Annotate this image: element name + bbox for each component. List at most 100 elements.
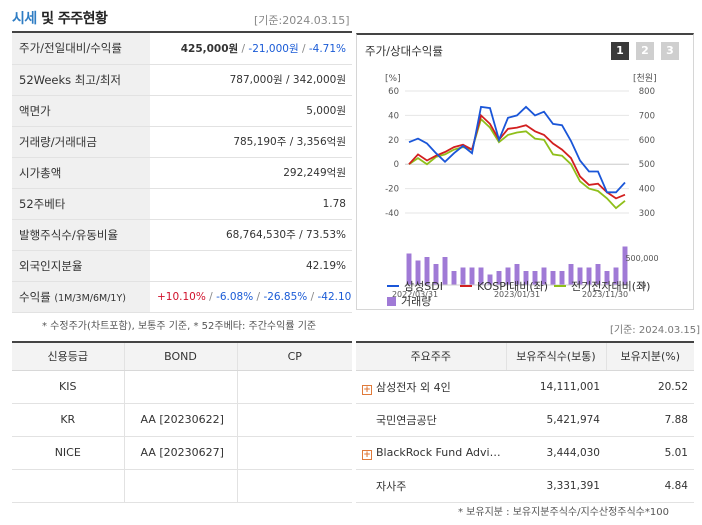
holder-base-date: [기준: 2024.03.15]	[610, 325, 701, 336]
volume-bar	[541, 267, 547, 285]
bond-rating: AA [20230627]	[124, 436, 238, 470]
slash: /	[253, 290, 264, 303]
expand-plus-icon[interactable]: +	[362, 449, 372, 460]
volume-value: 785,190주 / 3,356억원	[150, 126, 352, 158]
left-axis-unit: [%]	[385, 74, 401, 84]
holder-name: 자사주	[356, 469, 506, 503]
price-label: 주가/전일대비/수익률	[12, 33, 150, 65]
holder-name: 국민연금공단	[356, 403, 506, 437]
col-header: 보유지분(%)	[606, 342, 694, 371]
volume-bar	[478, 267, 484, 285]
volume-bar	[487, 274, 493, 285]
legend-swatch	[387, 285, 399, 287]
title-accent: 시세	[12, 11, 37, 27]
series-line	[408, 105, 626, 194]
series-line	[408, 117, 626, 210]
volume-bar	[613, 267, 619, 285]
left-tick-label: 20	[388, 136, 399, 146]
volume-bar	[532, 271, 538, 285]
chart-tab-1[interactable]: 1	[611, 42, 629, 60]
table-header-row: 신용등급 BOND CP	[12, 342, 352, 371]
holder-shares: 3,331,391	[506, 469, 606, 503]
left-tick-label: 40	[388, 111, 399, 121]
table-row: 발행주식수/유동비율 68,764,530주 / 73.53%	[12, 219, 352, 251]
right-tick-label: 500	[639, 160, 655, 170]
table-row: KIS	[12, 370, 352, 404]
slash: /	[238, 42, 249, 55]
volume-bar	[550, 271, 556, 285]
table-row: 수익률 (1M/3M/6M/1Y) +10.10% / -6.08% / -26…	[12, 281, 352, 313]
col-header: CP	[237, 342, 352, 371]
return-periods: (1M/3M/6M/1Y)	[54, 292, 126, 304]
price-change-pct: -4.71%	[308, 42, 346, 55]
legend-label: KOSPI대비(좌)	[477, 280, 549, 293]
expand-plus-icon[interactable]: +	[362, 384, 372, 395]
right-tick-label: 600	[639, 136, 655, 146]
mcap-label: 시가총액	[12, 157, 150, 189]
chart-tab-3[interactable]: 3	[661, 42, 679, 60]
title-rest: 및 주주현황	[36, 11, 108, 27]
volume-bar	[496, 271, 502, 285]
price-chart: [%] [천원] 60 800 40 700 20 600 0 500 -20 400 -40 300 50…	[385, 73, 659, 299]
legend-item: 전기전자대비(좌)	[554, 278, 650, 294]
volume-tick-label: 500,000	[625, 254, 658, 263]
volume-bar	[586, 267, 592, 285]
current-price: 425,000원	[180, 42, 239, 55]
bond-rating	[124, 370, 238, 404]
legend-swatch	[460, 285, 472, 287]
volume-bar	[559, 271, 565, 285]
return-3m: -6.08%	[216, 290, 254, 303]
legend-swatch	[387, 297, 396, 306]
price-summary-table: 주가/전일대비/수익률 425,000원 / -21,000원 / -4.71%…	[12, 33, 352, 313]
holder-name: + BlackRock Fund Advis…	[356, 436, 506, 470]
header-divider	[12, 31, 352, 33]
col-header: 보유주식수(보통)	[506, 342, 607, 371]
table-row: KR AA [20230622]	[12, 403, 352, 437]
legend-item: KOSPI대비(좌)	[460, 278, 548, 294]
legend-item: 거래량	[387, 293, 431, 309]
return-1m: +10.10%	[157, 290, 206, 303]
volume-bar	[514, 264, 520, 285]
cp-rating	[237, 469, 352, 503]
volume-bar	[406, 253, 412, 285]
holder-footnote: * 보유지분 : 보유지분주식수/지수산정주식수*100	[458, 507, 669, 518]
credit-rating-table: 신용등급 BOND CP KIS KR AA [20230622] NICE A…	[12, 341, 352, 503]
table-row: + 삼성전자 외 4인 14,111,001 20.52	[356, 370, 694, 404]
table-row: + BlackRock Fund Advis… 3,444,030 5.01	[356, 436, 694, 470]
return-label: 수익률 (1M/3M/6M/1Y)	[12, 281, 150, 313]
right-tick-label: 400	[639, 185, 655, 195]
left-tick-label: -20	[385, 185, 399, 195]
rating-agency	[12, 469, 125, 503]
holder-shares: 14,111,001	[506, 370, 606, 404]
cp-rating	[237, 370, 352, 404]
right-axis-unit: [천원]	[633, 73, 657, 84]
slash: /	[298, 42, 309, 55]
return-1y: -42.10%	[317, 290, 352, 303]
holder-name-text: 자사주	[376, 479, 407, 493]
volume-bar	[424, 257, 430, 285]
holder-name-text: 국민연금공단	[376, 413, 437, 427]
volume-bar	[577, 267, 583, 285]
return-6m: -26.85%	[263, 290, 308, 303]
holder-shares: 3,444,030	[506, 436, 606, 470]
volume-bar	[505, 267, 511, 285]
legend-label: 거래량	[401, 295, 432, 308]
x-tick-label: 2022/03/31	[392, 290, 438, 299]
holder-pct: 7.88	[606, 403, 694, 437]
holder-name-text: BlackRock Fund Advis…	[376, 445, 506, 459]
volume-bar	[604, 271, 610, 285]
legend-label: 전기전자대비(좌)	[571, 280, 651, 293]
left-tick-label: 60	[388, 87, 399, 97]
mcap-value: 292,249억원	[150, 157, 352, 189]
volume-bar	[451, 271, 457, 285]
rating-agency: KR	[12, 403, 125, 437]
legend-item: 삼성SDI	[387, 278, 443, 294]
beta-label: 52주베타	[12, 188, 150, 220]
chart-tab-2[interactable]: 2	[636, 42, 654, 60]
summary-footnote: * 수정주가(차트포함), 보통주 기준, * 52주베타: 주간수익률 기준	[42, 321, 317, 332]
page-title: 시세 및 주주현황	[12, 8, 108, 28]
cp-rating	[237, 436, 352, 470]
series-line	[408, 113, 626, 200]
table-header-row: 주요주주 보유주식수(보통) 보유지분(%)	[356, 342, 694, 371]
table-row: 외국인지분율 42.19%	[12, 250, 352, 282]
